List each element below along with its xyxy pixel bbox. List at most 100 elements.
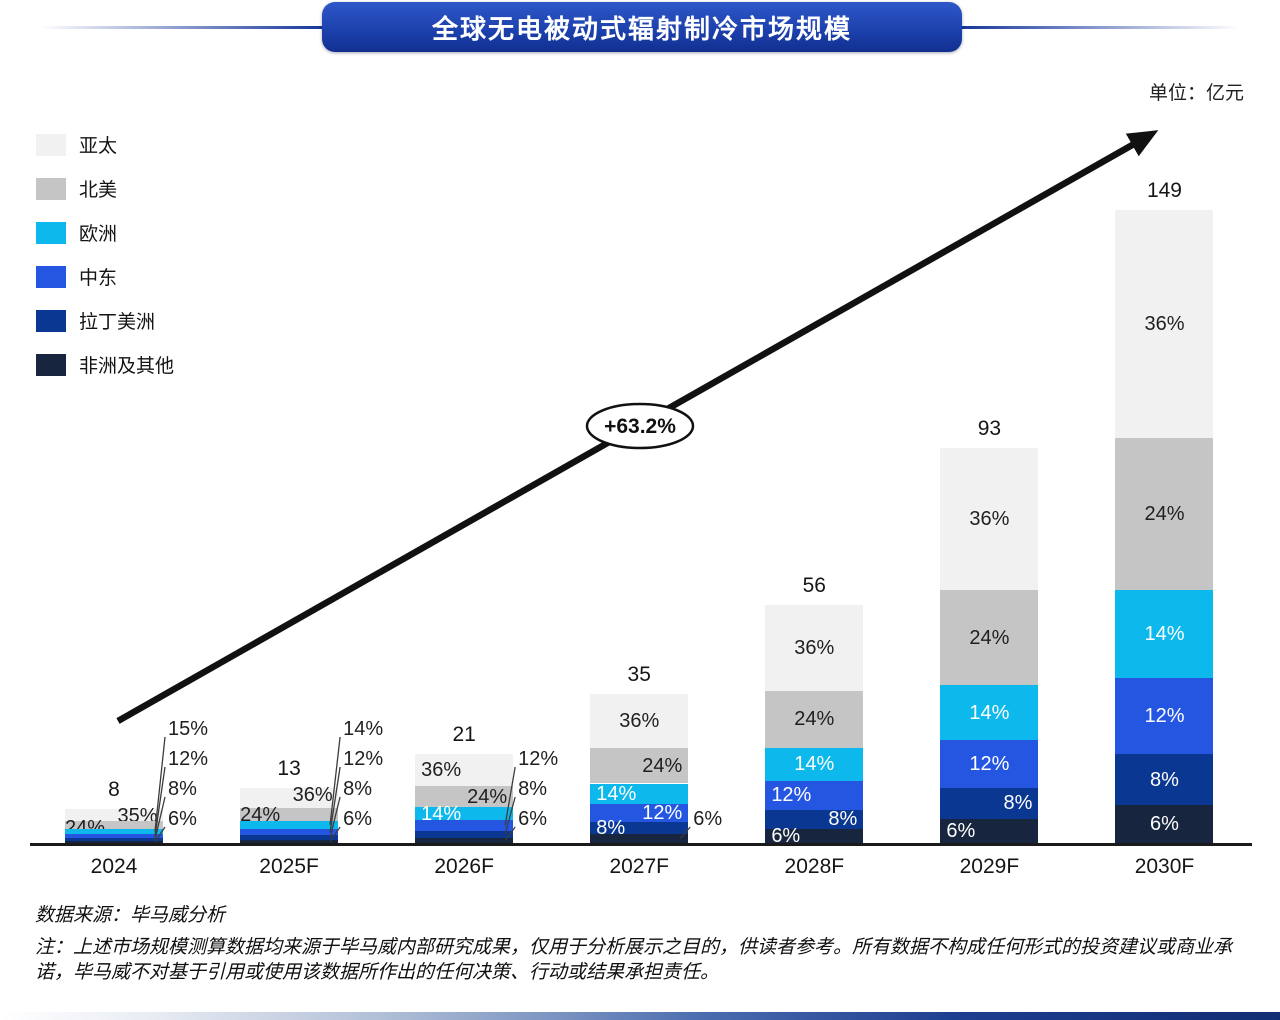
bar-segment-europe: 14% <box>940 684 1039 741</box>
bar-segment-africa-other <box>65 840 163 843</box>
bar-segment-africa-other: 6% <box>765 826 864 846</box>
bar-segment-middle-east <box>65 834 163 839</box>
bar-segment-north-america: 24% <box>415 785 514 808</box>
bar-total-label: 35 <box>627 663 651 687</box>
segment-percent-label: 14% <box>794 753 835 776</box>
bar-segment-asia-pacific: 36% <box>765 605 864 691</box>
legend-item-europe: 欧洲 <box>36 219 174 246</box>
bar-segment-north-america <box>65 820 163 830</box>
bar-segment-asia-pacific: 36% <box>590 694 689 748</box>
bar-segment-europe: 14% <box>1115 589 1214 679</box>
bar-segment-africa-other <box>240 839 339 843</box>
x-axis-label: 2027F <box>609 855 669 878</box>
bar-2024: 35% 24% <box>65 806 163 843</box>
segment-percent-label: 6% <box>946 820 976 843</box>
callout-percent-label: 6% <box>168 808 197 830</box>
segment-percent-label: 36% <box>421 758 462 781</box>
bar-2028F: 36% 24% 14% 12% 8% 6% <box>765 605 864 846</box>
bar-segment-asia-pacific: 36% <box>1115 210 1214 438</box>
bar-segment-europe: 14% <box>415 804 514 824</box>
callout-percent-label: 8% <box>343 778 372 800</box>
bar-segment-latin-america: 8% <box>590 818 689 838</box>
callout-percent-label: 12% <box>168 748 209 770</box>
legend-item-label: 欧洲 <box>79 224 118 245</box>
callout-percent-label: 12% <box>518 748 559 770</box>
legend-item-middle-east: 中东 <box>36 263 174 290</box>
callout-percent-label: 6% <box>343 808 372 830</box>
bar-segment-north-america: 24% <box>940 590 1039 685</box>
legend-color-swatch <box>36 177 66 200</box>
bar-total-label: 8 <box>108 778 120 801</box>
segment-percent-label: 8% <box>1150 768 1179 791</box>
legend-item-label: 中东 <box>79 268 118 289</box>
segment-percent-label: 12% <box>642 802 683 825</box>
bar-segment-africa-other <box>415 837 514 843</box>
legend-color-swatch <box>36 265 66 288</box>
bar-2026F: 36% 24% 14% <box>415 753 514 843</box>
legend-color-swatch <box>36 133 66 156</box>
segment-percent-label: 36% <box>619 710 660 733</box>
footer: 数据来源：毕马威分析 注：上述市场规模测算数据均来源于毕马威内部研究成果，仅用于… <box>35 903 1247 985</box>
bar-segment-africa-other <box>590 834 689 843</box>
segment-percent-label: 36% <box>292 783 333 806</box>
bar-2029F: 36% 24% 14% 12% 8% 6% <box>940 447 1039 843</box>
bar-segment-africa-other: 6% <box>1115 805 1214 843</box>
bar-segment-asia-pacific: 36% <box>940 447 1039 591</box>
callout-percent-label: 6% <box>518 808 548 830</box>
callout-percent-label: 14% <box>343 718 384 740</box>
callout-percent-label: 8% <box>168 778 197 800</box>
bar-segment-middle-east: 12% <box>940 740 1039 788</box>
legend-color-swatch <box>36 221 66 244</box>
segment-percent-label: 24% <box>1144 502 1185 525</box>
segment-percent-label: 24% <box>240 803 281 826</box>
x-axis-label: 2025F <box>259 855 319 878</box>
bar-total-label: 149 <box>1146 179 1182 202</box>
bar-segment-europe <box>240 820 339 829</box>
bar-segment-latin-america <box>240 835 339 840</box>
segment-percent-label: 12% <box>969 752 1010 775</box>
bar-segment-europe: 14% <box>590 782 689 805</box>
segment-percent-label: 14% <box>421 802 462 825</box>
callout-percent-label: 6% <box>693 808 723 830</box>
segment-percent-label: 24% <box>969 626 1010 649</box>
segment-percent-label: 36% <box>969 508 1010 530</box>
unit-label: 单位：亿元 <box>1148 83 1244 104</box>
bar-segment-north-america: 24% <box>765 690 864 748</box>
bar-total-label: 13 <box>277 756 301 780</box>
x-axis-label: 2024 <box>90 855 138 878</box>
segment-percent-label: 8% <box>596 817 626 840</box>
x-axis-label: 2026F <box>434 855 494 878</box>
bar-segment-africa-other: 6% <box>940 819 1039 843</box>
x-axis-line <box>30 843 1252 846</box>
bar-segment-latin-america: 8% <box>940 787 1039 820</box>
bar-segment-latin-america: 8% <box>765 808 864 831</box>
segment-percent-label: 24% <box>794 708 835 731</box>
x-axis-label: 2030F <box>1134 855 1195 878</box>
callout-percent-label: 15% <box>168 718 209 740</box>
segment-percent-label: 36% <box>794 636 835 659</box>
bottom-gradient-bar <box>0 1012 1280 1020</box>
disclaimer-note-text: 注：上述市场规模测算数据均来源于毕马威内部研究成果，仅用于分析展示之目的，供读者… <box>35 937 1233 984</box>
segment-percent-label: 24% <box>642 754 683 777</box>
bar-segment-latin-america <box>415 830 514 838</box>
segment-percent-label: 8% <box>828 808 858 831</box>
bar-segment-middle-east <box>415 819 514 831</box>
segment-percent-label: 12% <box>771 784 812 807</box>
segment-percent-label: 24% <box>467 785 508 808</box>
bar-segment-north-america: 24% <box>1115 437 1214 590</box>
data-source-text: 数据来源：毕马威分析 <box>35 905 226 926</box>
bar-2027F: 36% 24% 14% 12% 8% <box>590 694 689 843</box>
bar-total-label: 56 <box>802 574 826 598</box>
legend-item-label: 亚太 <box>79 136 118 157</box>
callout-percent-label: 8% <box>518 778 548 800</box>
bar-total-label: 21 <box>452 722 476 746</box>
bar-segment-latin-america <box>65 838 163 841</box>
bar-segment-asia-pacific: 36% <box>415 753 514 786</box>
x-axis-label: 2028F <box>784 855 845 878</box>
bar-segment-asia-pacific <box>240 787 339 808</box>
bar-2030F: 36% 24% 14% 12% 8% 6% <box>1115 210 1214 843</box>
callout-percent-label: 12% <box>343 748 384 770</box>
segment-percent-label: 14% <box>596 782 637 805</box>
legend-color-swatch <box>36 309 66 332</box>
